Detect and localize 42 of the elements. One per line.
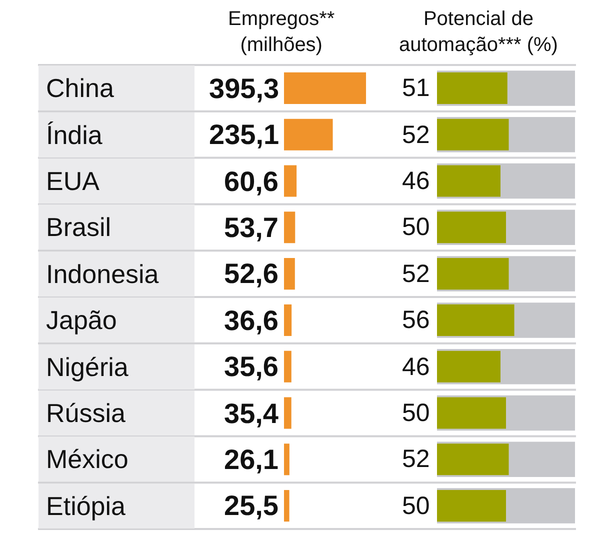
y-tick-label: Japão [46, 305, 117, 336]
y-tick-label: Brasil [46, 212, 112, 242]
data-label: 26,1 [224, 444, 278, 475]
y-tick-label: Índia [46, 120, 103, 150]
data-label: 56 [402, 306, 430, 334]
data-label: 52,6 [224, 258, 278, 289]
data-label: 46 [402, 353, 430, 381]
data-label: 46 [402, 167, 430, 195]
data-label: 25,5 [224, 490, 278, 521]
data-label: 36,6 [224, 305, 278, 336]
y-tick-label: Indonesia [46, 259, 160, 290]
y-tick-label: Rússia [46, 398, 126, 428]
bar [284, 72, 366, 104]
y-tick-label: Etiópia [46, 491, 126, 522]
y-tick-label: México [46, 444, 128, 474]
chart-title: Potencial de automação*** (%) [399, 8, 558, 56]
bar [284, 490, 290, 522]
data-label: 235,1 [209, 119, 280, 150]
data-label: 60,6 [224, 166, 278, 197]
data-label: 51 [402, 74, 430, 102]
data-label: 52 [402, 445, 430, 473]
data-label: 52 [402, 121, 430, 149]
bar [284, 212, 296, 244]
bar [284, 444, 290, 476]
data-label: 53,7 [224, 212, 278, 243]
data-label: 395,3 [209, 73, 280, 104]
bar [284, 258, 295, 290]
bar [284, 304, 292, 336]
data-label: 50 [402, 213, 430, 241]
y-tick-label: China [46, 73, 114, 104]
bar [284, 165, 297, 197]
data-label: 52 [402, 260, 430, 288]
data-label: 50 [402, 492, 430, 520]
y-tick-label: Nigéria [46, 352, 129, 382]
chart-title: Empregos** (milhões) [228, 8, 335, 56]
bar [284, 118, 333, 150]
bar [284, 397, 292, 429]
data-label: 35,4 [224, 398, 279, 429]
y-tick-label: EUA [46, 166, 100, 196]
bar [284, 350, 292, 382]
data-label: 35,6 [224, 351, 278, 382]
data-label: 50 [402, 399, 430, 427]
